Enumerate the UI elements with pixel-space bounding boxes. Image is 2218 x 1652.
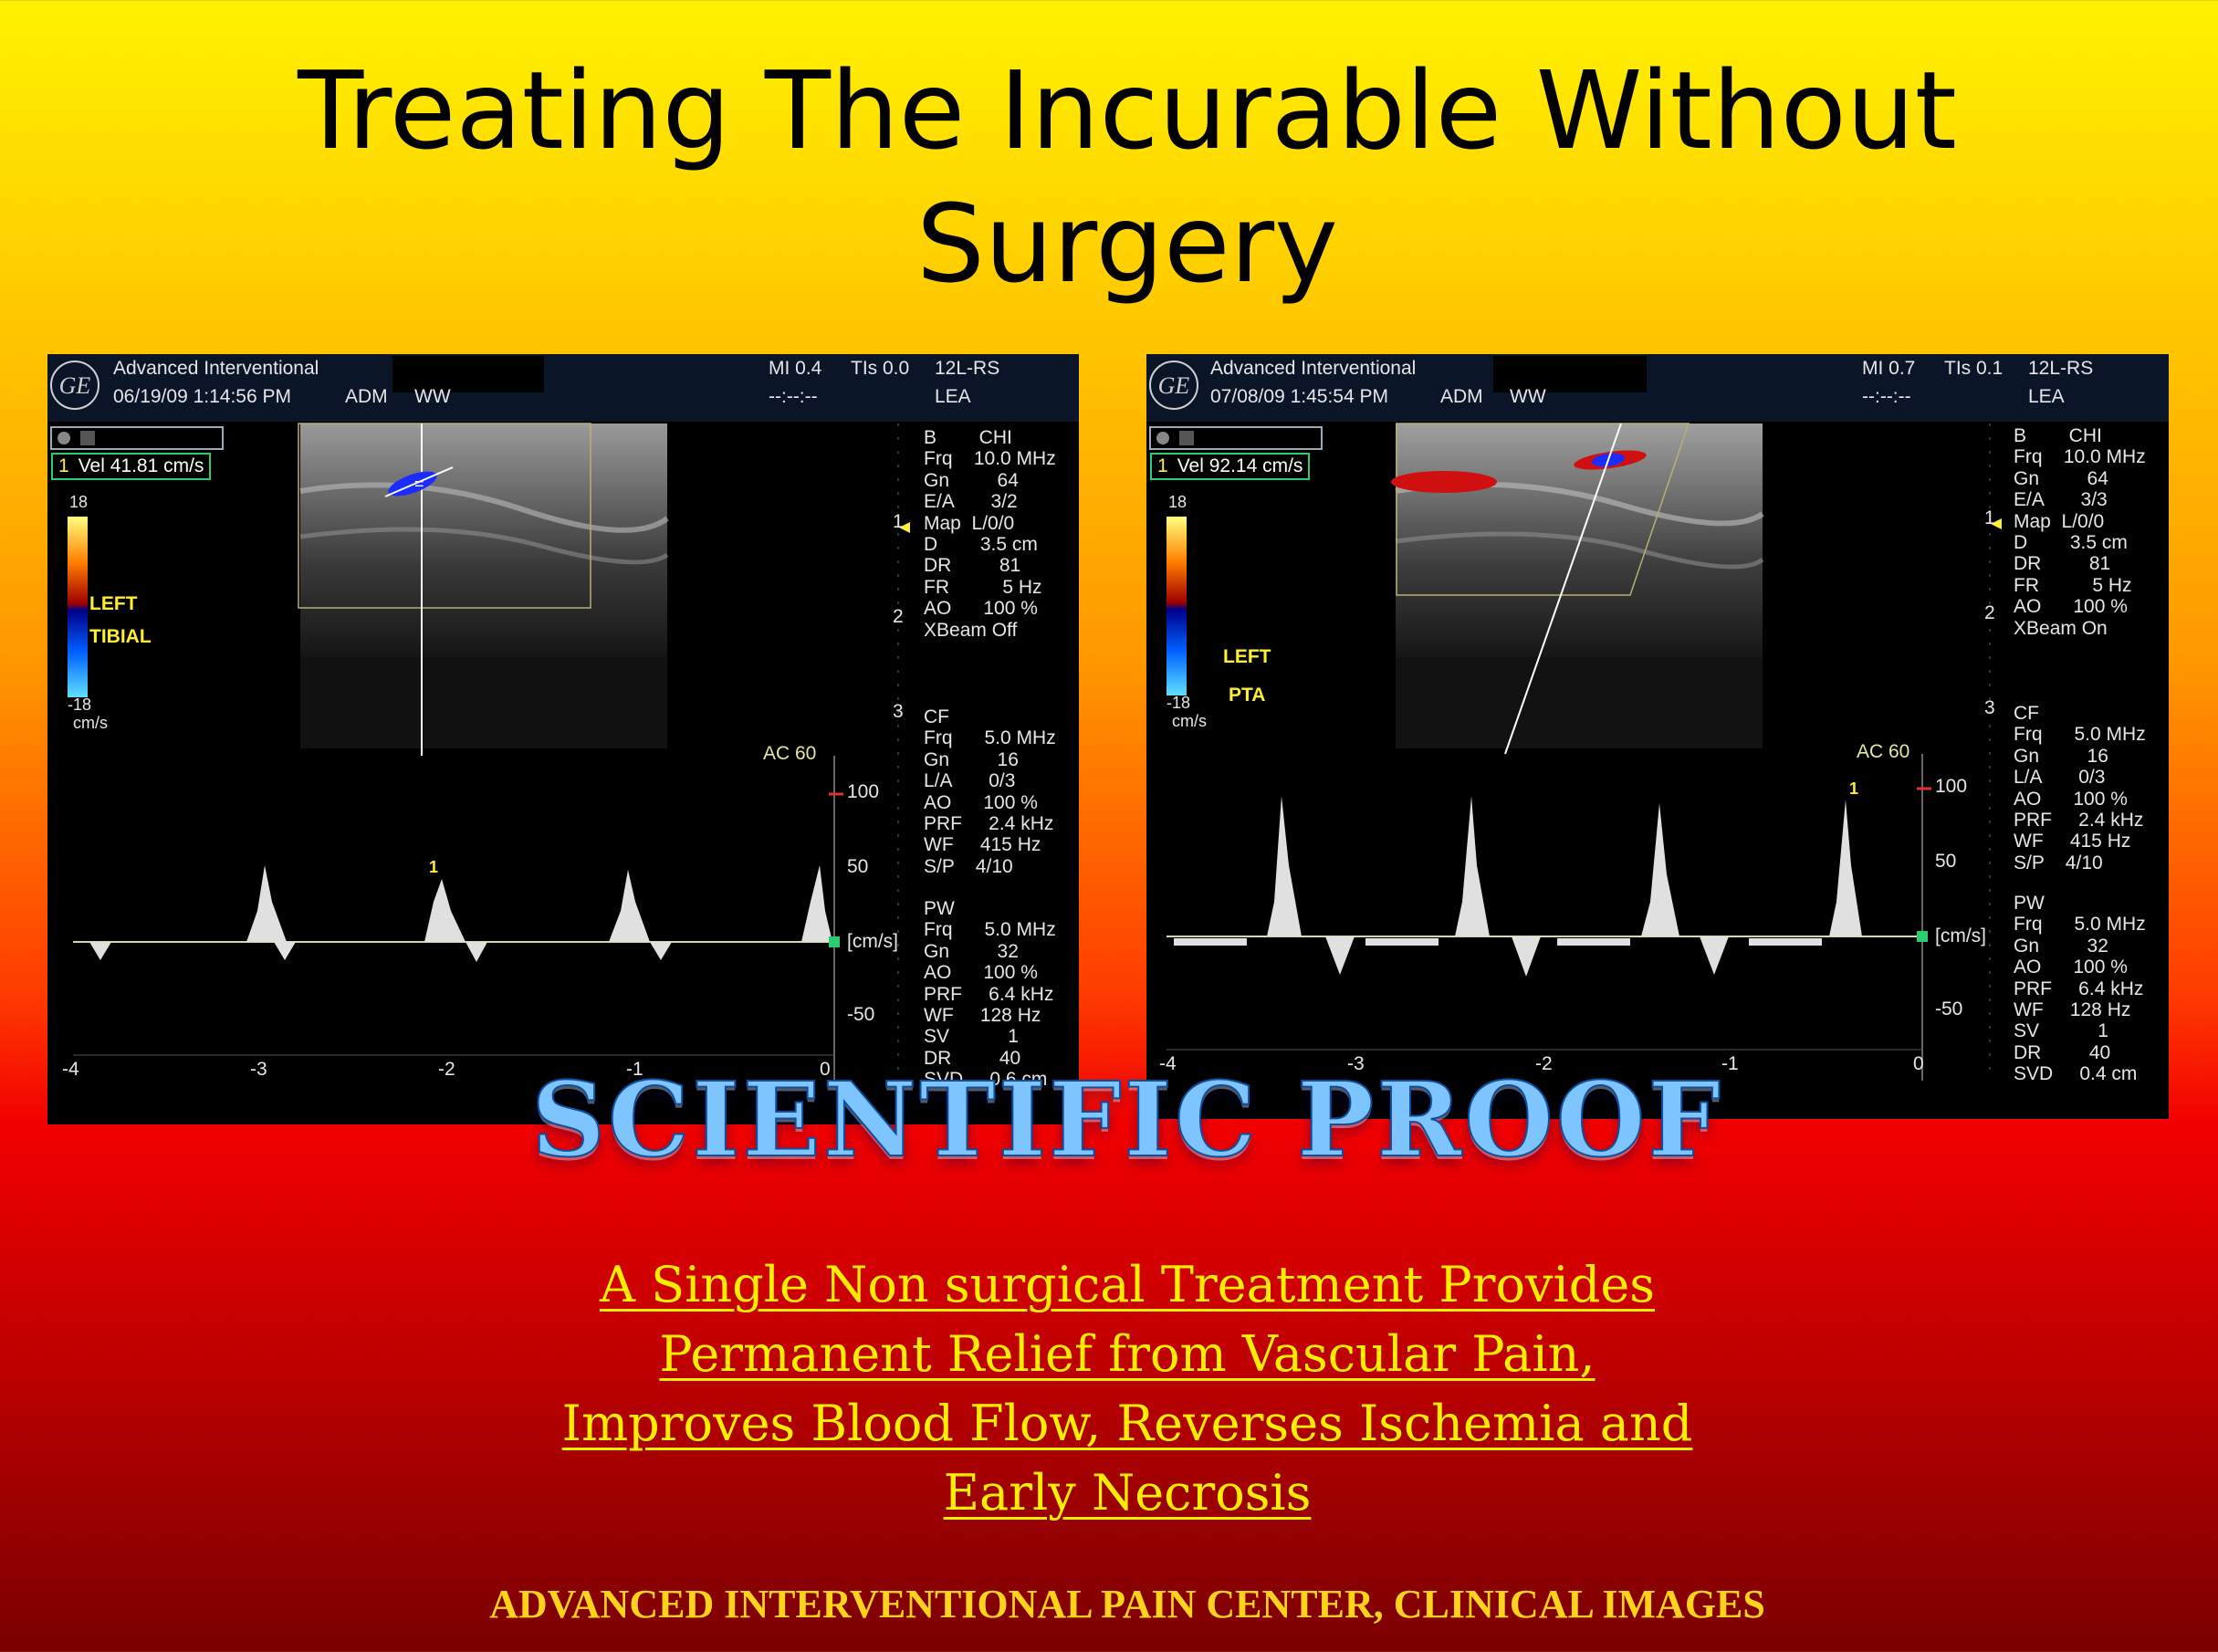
velocity-value: Vel 92.14 cm/s: [1177, 455, 1303, 476]
clock-label: --:--:--: [1862, 386, 1911, 407]
svg-text:GE: GE: [59, 372, 91, 399]
mi-label: MI 0.7: [1862, 358, 1916, 379]
velocity-marker-number: 1: [58, 455, 69, 476]
time-tick: -2: [438, 1059, 455, 1080]
institution-label: Advanced Interventional: [113, 358, 319, 379]
lea-label: LEA: [935, 386, 971, 407]
depth-tick: 2: [893, 606, 904, 627]
velocity-value: Vel 41.81 cm/s: [78, 455, 204, 476]
color-scale-bottom: -18: [1167, 694, 1191, 712]
vessel-side-label: LEFT: [1223, 646, 1271, 667]
velocity-tick: 100: [1935, 776, 1968, 797]
clock-label: --:--:--: [769, 386, 818, 407]
velocity-tick: -50: [847, 1004, 875, 1025]
color-scale-bottom: -18: [68, 695, 92, 714]
ww-label: WW: [1510, 386, 1546, 407]
tis-label: TIs 0.0: [851, 358, 910, 379]
velocity-unit: [cm/s]: [1935, 925, 1986, 946]
velocity-readout: 1 Vel 92.14 cm/s: [1150, 453, 1311, 480]
probe-label: 12L-RS: [2028, 358, 2094, 379]
velocity-tick: 100: [847, 781, 880, 802]
vessel-name-label: TIBIAL: [89, 626, 152, 647]
svg-text:GE: GE: [1158, 372, 1190, 399]
adm-label: ADM: [345, 386, 388, 407]
velocity-tick: -50: [1935, 999, 1963, 1019]
time-tick: 0: [1913, 1053, 1924, 1074]
time-tick: 0: [820, 1059, 831, 1080]
color-scale-top: 18: [69, 493, 89, 511]
color-flow-params: CF Frq 5.0 MHz Gn 16 L/A 0/3 AO 100 % PR…: [2014, 703, 2146, 873]
title-line-1: Treating The Incurable Without: [298, 47, 1957, 173]
ww-label: WW: [414, 386, 451, 407]
color-scale-unit: cm/s: [73, 714, 108, 732]
depth-tick: 2: [1984, 602, 1995, 623]
velocity-tick: 50: [1935, 851, 1957, 872]
time-tick: -3: [1347, 1053, 1365, 1074]
pulsed-wave-params: PW Frq 5.0 MHz Gn 32 AO 100 % PRF 6.4 kH…: [2014, 893, 2146, 1085]
subtitle-line: Improves Blood Flow, Reverses Ischemia a…: [561, 1395, 1693, 1452]
subtitle-block: A Single Non surgical Treatment Provides…: [0, 1250, 2218, 1528]
lea-label: LEA: [2028, 386, 2065, 407]
right-image-graphics: GE: [1146, 354, 2169, 1081]
time-tick: -4: [62, 1059, 79, 1080]
pulsed-wave-params: PW Frq 5.0 MHz Gn 32 AO 100 % PRF 6.4 kH…: [924, 898, 1056, 1091]
probe-label: 12L-RS: [935, 358, 1000, 379]
velocity-tick: 50: [847, 856, 869, 877]
color-scale-unit: cm/s: [1172, 712, 1207, 730]
color-flow-params: CF Frq 5.0 MHz Gn 16 L/A 0/3 AO 100 % PR…: [924, 706, 1056, 877]
ge-logo-icon: GE: [1149, 361, 1198, 410]
ultrasound-panel-right: GE: [1146, 354, 2169, 1119]
caliper-marker: 1: [1849, 779, 1859, 798]
subtitle-line: Permanent Relief from Vascular Pain,: [659, 1325, 1595, 1383]
depth-tick: 1: [893, 511, 904, 532]
time-tick: -3: [250, 1059, 267, 1080]
depth-tick: 1: [1984, 507, 1995, 528]
vessel-side-label: LEFT: [89, 593, 138, 614]
caliper-marker: 1: [429, 858, 439, 876]
subtitle-line: Early Necrosis: [943, 1464, 1312, 1521]
b-mode-params: B CHI Frq 10.0 MHz Gn 64 E/A 3/3 Map L/0…: [2014, 425, 2146, 639]
time-tick: -4: [1159, 1053, 1177, 1074]
ultrasound-panel-left: GE = Advanced Interventio: [47, 354, 1079, 1124]
title-line-2: Surgery: [916, 181, 1338, 307]
color-scale-top: 18: [1168, 493, 1187, 511]
footer-credit: ADVANCED INTERVENTIONAL PAIN CENTER, CLI…: [489, 1582, 1765, 1626]
left-spectral-waveform: [89, 865, 832, 962]
depth-tick: 3: [893, 701, 904, 722]
b-mode-params: B CHI Frq 10.0 MHz Gn 64 E/A 3/2 Map L/0…: [924, 427, 1056, 641]
ge-logo-icon: GE: [50, 361, 99, 410]
vessel-name-label: PTA: [1229, 685, 1266, 706]
subtitle-line: A Single Non surgical Treatment Provides: [599, 1256, 1656, 1313]
institution-label: Advanced Interventional: [1210, 358, 1417, 379]
datetime-label: 06/19/09 1:14:56 PM: [113, 386, 291, 407]
svg-text:=: =: [414, 475, 424, 493]
velocity-readout: 1 Vel 41.81 cm/s: [51, 453, 212, 480]
angle-correction: AC 60: [1857, 741, 1910, 762]
adm-label: ADM: [1440, 386, 1483, 407]
time-tick: -1: [1721, 1053, 1739, 1074]
velocity-unit: [cm/s]: [847, 931, 898, 952]
mi-label: MI 0.4: [769, 358, 822, 379]
time-tick: -1: [626, 1059, 643, 1080]
datetime-label: 07/08/09 1:45:54 PM: [1210, 386, 1388, 407]
tis-label: TIs 0.1: [1944, 358, 2004, 379]
angle-correction: AC 60: [763, 743, 817, 764]
velocity-marker-number: 1: [1157, 455, 1168, 476]
left-image-graphics: GE =: [47, 354, 1079, 1084]
depth-tick: 3: [1984, 697, 1995, 718]
right-spectral-waveform: [1174, 796, 1862, 977]
time-tick: -2: [1535, 1053, 1553, 1074]
scientific-proof-heading: SCIENTIFIC PROOF: [530, 1060, 1723, 1181]
slide-title: Treating The Incurable Without Surgery: [0, 44, 2218, 310]
